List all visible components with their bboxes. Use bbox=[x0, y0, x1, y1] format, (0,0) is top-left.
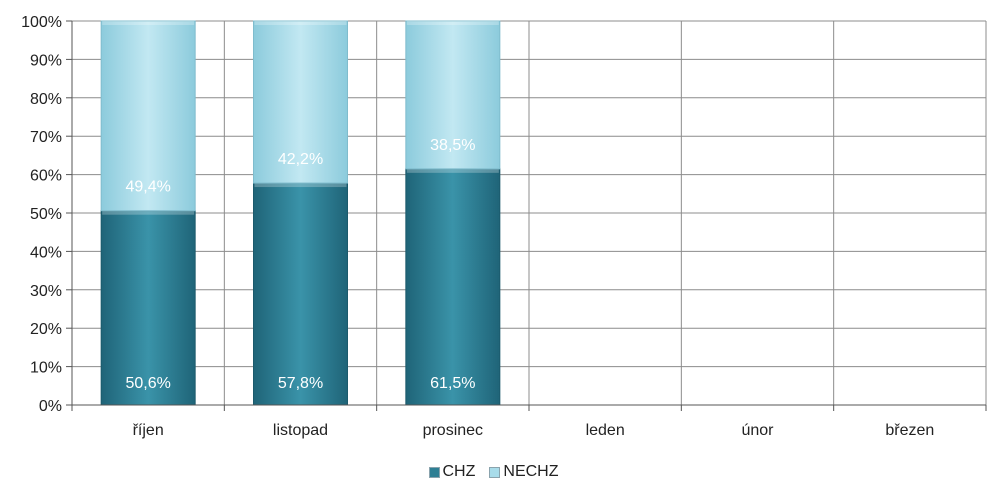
data-label-nechz: 49,4% bbox=[125, 179, 170, 196]
data-label-chz: 61,5% bbox=[430, 375, 475, 392]
y-tick-label: 30% bbox=[30, 283, 62, 300]
labels: 0% 10% 20% 30% 40% 50% 60% 70% 80% 90% 100% říjen li… bbox=[21, 14, 934, 439]
bar-bevel bbox=[254, 183, 347, 188]
bars bbox=[100, 20, 501, 406]
y-tick-label: 100% bbox=[21, 14, 62, 31]
bar-nechz-2 bbox=[405, 20, 501, 170]
bar-bevel bbox=[102, 210, 195, 215]
data-label-nechz: 38,5% bbox=[430, 137, 475, 154]
data-label-chz: 50,6% bbox=[125, 375, 170, 392]
y-tick-label: 20% bbox=[30, 321, 62, 338]
y-tick-label: 80% bbox=[30, 91, 62, 108]
legend-swatch-chz bbox=[428, 466, 440, 478]
y-tick-label: 90% bbox=[30, 52, 62, 69]
data-label-nechz: 42,2% bbox=[278, 151, 323, 168]
x-category-label: leden bbox=[586, 422, 625, 439]
legend-item-nechz: NECHZ bbox=[489, 463, 559, 481]
x-category-label: listopad bbox=[273, 422, 328, 439]
axes bbox=[66, 20, 987, 411]
legend-swatch-nechz bbox=[489, 466, 501, 478]
x-category-label: prosinec bbox=[423, 422, 483, 439]
y-tick-label: 40% bbox=[30, 244, 62, 261]
x-category-label: říjen bbox=[133, 422, 164, 439]
bar-chz-1 bbox=[253, 182, 348, 406]
y-tick-label: 50% bbox=[30, 206, 62, 223]
y-tick-label: 70% bbox=[30, 129, 62, 146]
bar-bevel bbox=[102, 21, 195, 25]
y-tick-label: 10% bbox=[30, 360, 62, 377]
x-category-label: únor bbox=[741, 422, 774, 439]
bar-chz-0 bbox=[100, 210, 196, 406]
bar-nechz-1 bbox=[253, 20, 348, 184]
bar-bevel bbox=[406, 21, 499, 25]
data-label-chz: 57,8% bbox=[278, 375, 323, 392]
gridlines bbox=[72, 20, 987, 406]
legend-label-nechz: NECHZ bbox=[503, 463, 559, 480]
bar-bevel bbox=[406, 168, 499, 173]
y-tick-label: 0% bbox=[39, 398, 62, 415]
bar-bevel bbox=[254, 21, 347, 25]
stacked-bar-chart: 0% 10% 20% 30% 40% 50% 60% 70% 80% 90% 100% říjen li… bbox=[21, 14, 987, 439]
legend: CHZ NECHZ bbox=[0, 462, 987, 482]
legend-item-chz: CHZ bbox=[428, 463, 476, 481]
legend-label-chz: CHZ bbox=[442, 463, 476, 480]
y-tick-label: 60% bbox=[30, 168, 62, 185]
bar-nechz-0 bbox=[100, 20, 196, 212]
bar-chz-2 bbox=[405, 168, 501, 406]
x-category-label: březen bbox=[885, 422, 934, 439]
